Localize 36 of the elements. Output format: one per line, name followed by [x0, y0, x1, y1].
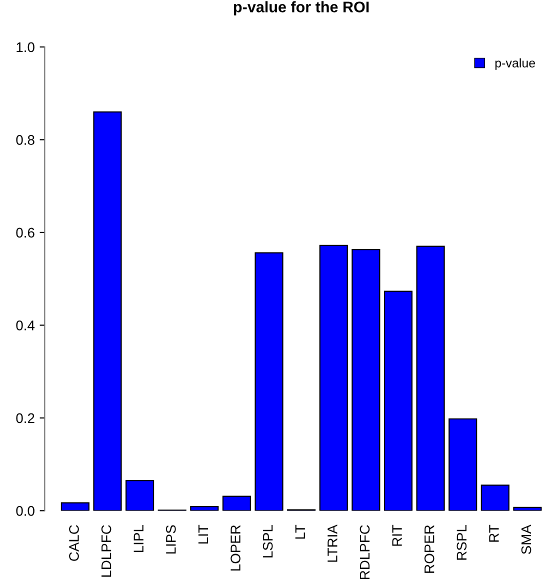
bar — [384, 290, 413, 511]
y-tick-label: 0.2 — [16, 413, 34, 424]
legend-label: p-value — [495, 58, 536, 70]
x-tick-label: RSPL — [456, 525, 467, 560]
bar — [126, 480, 154, 511]
x-tick-label: ROPER — [424, 525, 434, 573]
y-tick-label: 0.0 — [16, 506, 34, 516]
bar — [480, 484, 510, 511]
bar — [190, 506, 219, 511]
x-tick-label: RT — [489, 524, 499, 542]
x-tick-label: LOPER — [230, 525, 240, 571]
bar — [352, 249, 380, 511]
x-tick-label: RIT — [392, 524, 402, 546]
bar — [254, 252, 284, 511]
y-tick-label: 1.0 — [16, 42, 34, 52]
bar — [222, 496, 251, 511]
x-tick-label: LIT — [198, 524, 208, 544]
x-tick-label: CALC — [69, 525, 79, 561]
x-tick-label: LDLPFC — [101, 525, 112, 577]
x-tick-label: LIPL — [134, 525, 144, 552]
x-tick-label: LIPS — [166, 525, 176, 554]
x-tick-label: LSPL — [262, 525, 273, 558]
y-tick-label: 0.8 — [16, 135, 34, 145]
x-tick-label: LTRIA — [328, 524, 338, 562]
bar — [416, 246, 445, 511]
bar — [319, 244, 348, 511]
y-tick-label: 0.6 — [16, 228, 34, 238]
bar — [448, 418, 478, 511]
x-tick-label: LT — [295, 524, 305, 539]
x-tick-label: RDLPFC — [360, 525, 370, 579]
bar — [513, 506, 542, 511]
chart-title: p-value for the ROI — [234, 1, 369, 16]
y-tick-label: 0.4 — [16, 320, 35, 330]
bar — [93, 111, 122, 511]
x-tick-label: SMA — [521, 524, 532, 554]
bar — [60, 502, 90, 511]
